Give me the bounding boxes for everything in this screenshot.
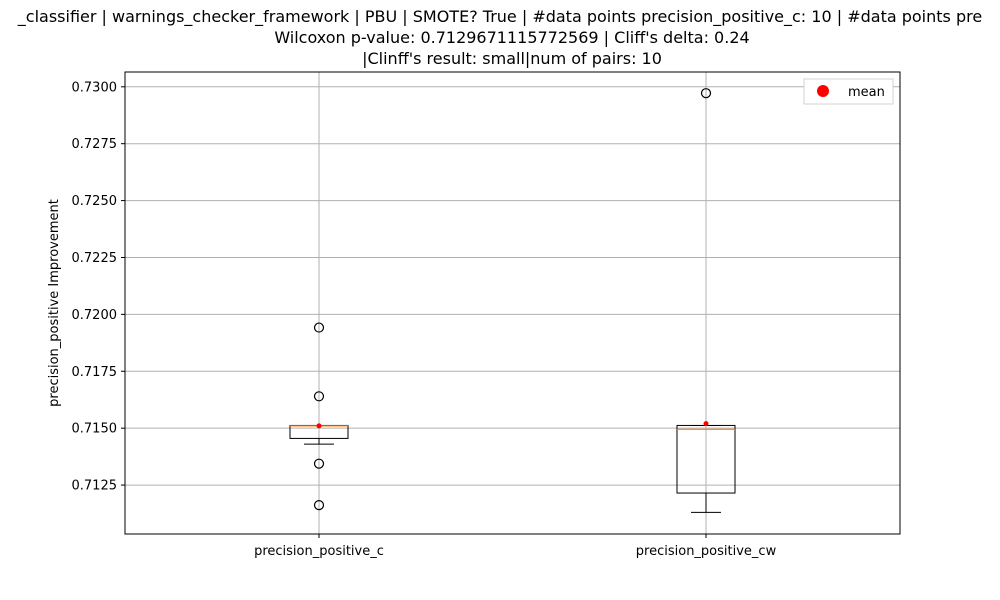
outlier-point [313, 391, 325, 402]
y-tick-label: 0.7250 [72, 194, 118, 209]
x-tick-label: precision_positive_cw [636, 544, 777, 559]
y-tick-label: 0.7150 [72, 422, 118, 437]
chart-title-line-3: |Clinff's result: small|num of pairs: 10 [362, 49, 662, 68]
axes: 0.7125 0.7150 0.7175 0.7200 0.7225 0.7250 0.72… [72, 71, 901, 559]
plot-frame [124, 71, 901, 535]
outlier-point [313, 322, 325, 333]
x-tick-label: precision_positive_c [254, 544, 384, 559]
outlier-point [313, 499, 325, 511]
y-axis-label: precision_positive Improvement [47, 199, 62, 407]
mean-point [703, 421, 709, 427]
chart-title-line-2: Wilcoxon p-value: 0.7129671115772569 | C… [274, 28, 749, 47]
chart-title-line-1: _classifier | warnings_checker_framework… [17, 7, 982, 27]
legend-mean-label: mean [848, 85, 885, 100]
outlier-point [313, 458, 325, 469]
y-tick-label: 0.7125 [72, 479, 118, 494]
legend: mean [803, 78, 894, 105]
y-tick-label: 0.7225 [72, 251, 118, 266]
y-tick-label: 0.7175 [72, 365, 118, 380]
chart-title: _classifier | warnings_checker_framework… [17, 7, 982, 68]
y-tick-label: 0.7275 [72, 137, 118, 152]
mean-point [316, 423, 322, 429]
y-tick-label: 0.7200 [72, 308, 118, 323]
grid-lines [125, 72, 900, 534]
legend-mean-marker [817, 85, 829, 97]
y-tick-label: 0.7300 [72, 80, 118, 95]
box-series [289, 88, 736, 513]
outlier-point [700, 88, 712, 99]
